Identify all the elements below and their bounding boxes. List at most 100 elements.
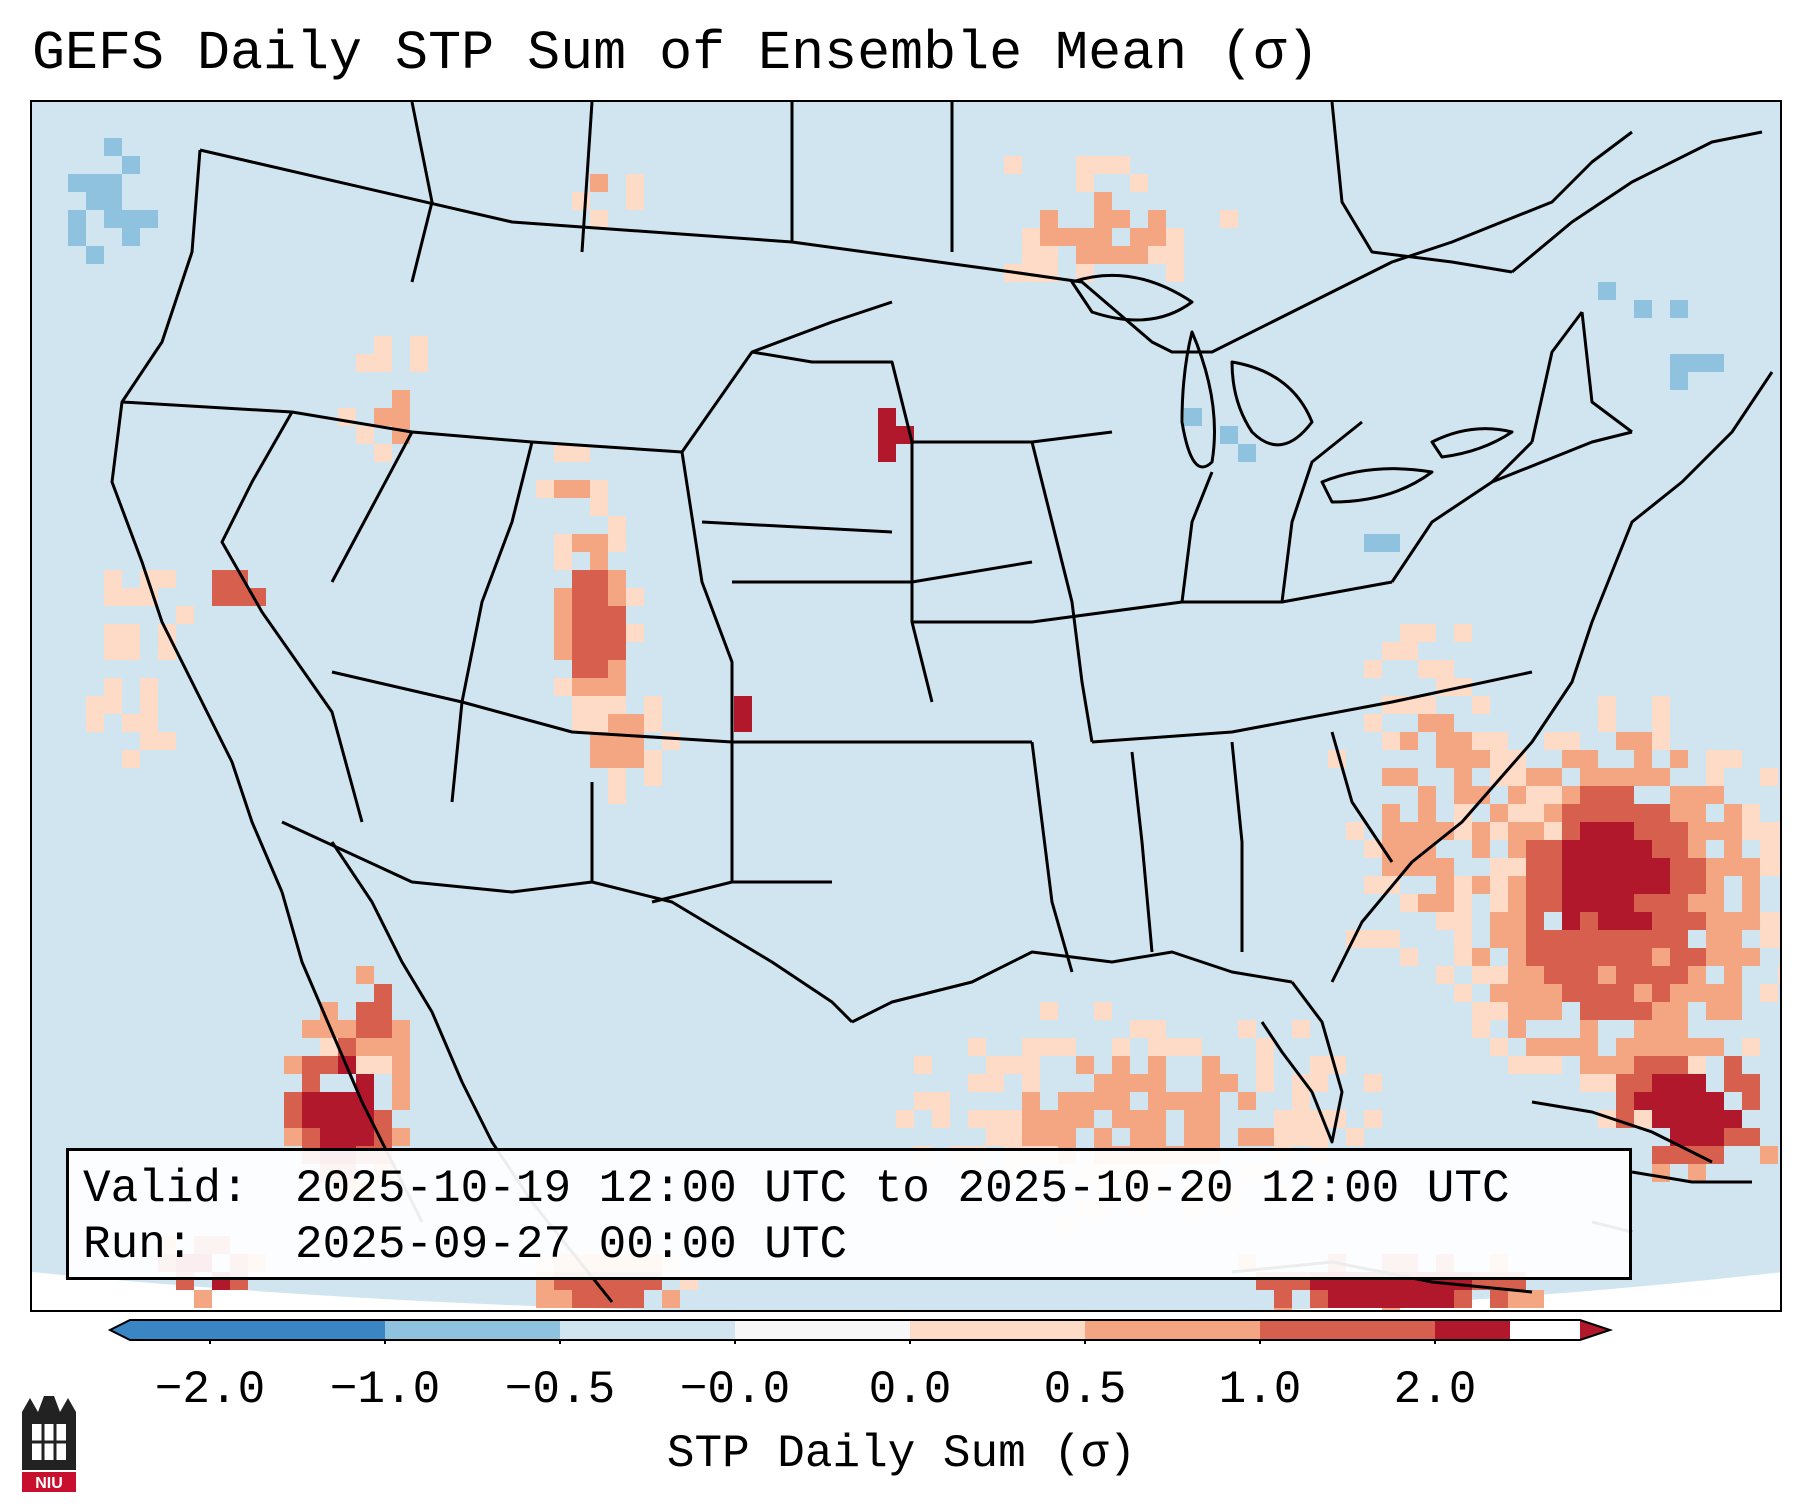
anomaly-cell [410, 354, 428, 372]
anomaly-cell [1022, 1056, 1040, 1074]
anomaly-cell [590, 480, 608, 498]
anomaly-cell [1580, 876, 1598, 894]
anomaly-cell [1148, 1110, 1166, 1128]
anomaly-cell [410, 336, 428, 354]
anomaly-cell [1184, 1128, 1202, 1146]
anomaly-cell [1562, 984, 1580, 1002]
anomaly-cell [590, 174, 608, 192]
anomaly-cell [1724, 1002, 1742, 1020]
anomaly-cell [1220, 1074, 1238, 1092]
anomaly-cell [1688, 1038, 1706, 1056]
anomaly-cell [1166, 246, 1184, 264]
anomaly-cell [1382, 696, 1400, 714]
anomaly-cell [1616, 804, 1634, 822]
anomaly-cell [644, 750, 662, 768]
anomaly-cell [1706, 1092, 1724, 1110]
anomaly-cell [1562, 894, 1580, 912]
anomaly-cell [374, 984, 392, 1002]
anomaly-cell [1688, 858, 1706, 876]
anomaly-cell [986, 1074, 1004, 1092]
anomaly-cell [572, 696, 590, 714]
anomaly-cell [1598, 948, 1616, 966]
anomaly-cell [1634, 1002, 1652, 1020]
anomaly-cell [1778, 840, 1780, 858]
anomaly-cell [590, 588, 608, 606]
anomaly-cell [1652, 876, 1670, 894]
anomaly-cell [1652, 732, 1670, 750]
anomaly-cell [392, 1056, 410, 1074]
colorbar-segment [385, 1320, 560, 1340]
colorbar-outline [107, 1319, 1614, 1341]
anomaly-cell [1634, 300, 1652, 318]
anomaly-cell [1634, 984, 1652, 1002]
anomaly-cell [1670, 750, 1688, 768]
map-background [32, 102, 1780, 1310]
anomaly-cell [1598, 894, 1616, 912]
anomaly-cell [1418, 858, 1436, 876]
anomaly-cell [1490, 876, 1508, 894]
anomaly-cell [1580, 822, 1598, 840]
anomaly-cell [1400, 642, 1418, 660]
anomaly-cell [1742, 1074, 1760, 1092]
anomaly-cell [212, 588, 230, 606]
anomaly-cell [302, 1128, 320, 1146]
anomaly-cell [1220, 210, 1238, 228]
anomaly-cell [1598, 768, 1616, 786]
anomaly-cell [590, 660, 608, 678]
anomaly-cell [1094, 1092, 1112, 1110]
anomaly-cell [1004, 1110, 1022, 1128]
anomaly-cell [734, 696, 752, 714]
anomaly-cell [1598, 822, 1616, 840]
anomaly-cell [968, 1038, 986, 1056]
anomaly-cell [1436, 714, 1454, 732]
anomaly-cell [1706, 930, 1724, 948]
run-label: Run: [83, 1219, 194, 1271]
anomaly-cell [1706, 822, 1724, 840]
anomaly-cell [1724, 948, 1742, 966]
anomaly-cell [1076, 156, 1094, 174]
anomaly-cell [1724, 912, 1742, 930]
anomaly-cell [1454, 624, 1472, 642]
anomaly-cell [1526, 894, 1544, 912]
anomaly-cell [1310, 1074, 1328, 1092]
anomaly-cell [590, 714, 608, 732]
anomaly-cell [1022, 1074, 1040, 1092]
anomaly-cell [572, 570, 590, 588]
colorbar-tick-label: 2.0 [1393, 1364, 1477, 1416]
anomaly-cell [86, 714, 104, 732]
anomaly-cell [1346, 822, 1364, 840]
anomaly-cell [1670, 840, 1688, 858]
anomaly-cell [1706, 1146, 1724, 1164]
anomaly-cell [1544, 966, 1562, 984]
anomaly-cell [554, 534, 572, 552]
anomaly-cell [1508, 804, 1526, 822]
anomaly-cell [1616, 786, 1634, 804]
anomaly-cell [1580, 948, 1598, 966]
anomaly-cell [1526, 840, 1544, 858]
anomaly-cell [1022, 1128, 1040, 1146]
anomaly-cell [302, 1092, 320, 1110]
anomaly-cell [1724, 930, 1742, 948]
anomaly-cell [1472, 876, 1490, 894]
anomaly-cell [1418, 786, 1436, 804]
anomaly-cell [1094, 156, 1112, 174]
anomaly-cell [1148, 1038, 1166, 1056]
anomaly-cell [1706, 750, 1724, 768]
anomaly-cell [1454, 894, 1472, 912]
anomaly-cell [662, 1290, 680, 1308]
anomaly-cell [1598, 714, 1616, 732]
anomaly-cell [86, 696, 104, 714]
anomaly-cell [1436, 876, 1454, 894]
anomaly-cell [608, 786, 626, 804]
anomaly-cell [1364, 714, 1382, 732]
valid-time-box: Valid: 2025-10-19 12:00 UTC to 2025-10-20… [66, 1148, 1632, 1280]
colorbar-segment [210, 1320, 385, 1340]
anomaly-cell [1580, 840, 1598, 858]
anomaly-cell [1436, 912, 1454, 930]
anomaly-cell [590, 642, 608, 660]
anomaly-cell [572, 642, 590, 660]
anomaly-cell [1400, 948, 1418, 966]
anomaly-cell [1562, 804, 1580, 822]
anomaly-cell [320, 1128, 338, 1146]
anomaly-cell [1490, 858, 1508, 876]
